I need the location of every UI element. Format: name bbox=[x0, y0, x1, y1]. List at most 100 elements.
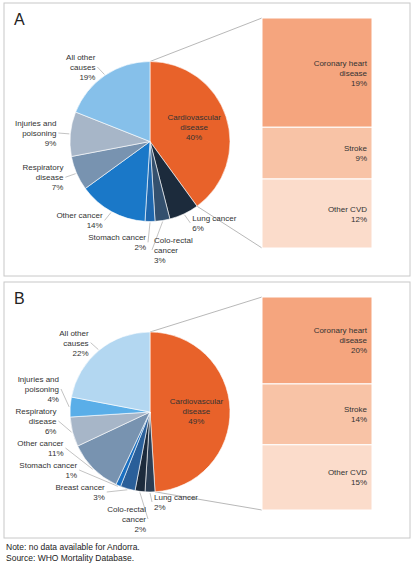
slice-label-name: Breast cancer bbox=[55, 483, 105, 492]
slice-label-name: cancer bbox=[154, 246, 178, 255]
breakdown-bar: Coronary heartdisease20% Stroke14% Other C… bbox=[262, 297, 372, 510]
slice-label-name: Injuries and bbox=[18, 375, 59, 384]
label-leader bbox=[61, 389, 69, 407]
label-leader bbox=[184, 215, 190, 223]
label-leader bbox=[91, 343, 99, 350]
breakdown-label: Other CVD15% bbox=[328, 468, 367, 487]
slice-label-value: 2% bbox=[154, 503, 166, 512]
slice-label: Respiratorydisease6% bbox=[16, 407, 57, 436]
pie-slice bbox=[70, 412, 150, 446]
slice-label: Lung cancer6% bbox=[192, 214, 236, 233]
breakdown-label-name: Coronary heart bbox=[314, 59, 368, 68]
slice-label-value: 40% bbox=[186, 133, 202, 142]
slice-label: All othercauses19% bbox=[66, 53, 96, 82]
slice-label-value: 4% bbox=[47, 395, 59, 404]
breakdown-segment bbox=[262, 18, 372, 127]
label-leader bbox=[65, 174, 75, 178]
breakdown-segment bbox=[262, 384, 372, 445]
slice-label-name: Injuries and bbox=[15, 119, 56, 128]
slice-label: Injuries andpoisoning4% bbox=[18, 375, 59, 404]
breakdown-label-name: disease bbox=[339, 69, 367, 78]
slice-label-value: 6% bbox=[45, 427, 57, 436]
panel: ACardiovasculardisease40%Lung cancer6%Co… bbox=[4, 3, 410, 276]
label-leader bbox=[97, 67, 104, 74]
slice-label-value: 2% bbox=[134, 525, 146, 534]
slice-label-name: Stomach cancer bbox=[19, 461, 77, 470]
labels: Cardiovasculardisease49%Lung cancer2%All… bbox=[16, 329, 224, 534]
slice-label-value: 11% bbox=[48, 449, 63, 458]
label-leader bbox=[148, 223, 150, 243]
slice-label-name: poisoning bbox=[22, 129, 56, 138]
slice-label-value: 9% bbox=[45, 139, 57, 148]
labels: Cardiovasculardisease40%Lung cancer6%Col… bbox=[15, 53, 237, 265]
breakdown-label: Coronary heartdisease20% bbox=[314, 326, 368, 355]
label-leader bbox=[150, 493, 152, 502]
slice-label-name: Other cancer bbox=[17, 439, 64, 448]
slice-label-value: 2% bbox=[134, 243, 146, 252]
slice-label-value: 7% bbox=[52, 183, 64, 192]
pie-slice bbox=[150, 332, 230, 492]
breakdown-label: Stroke9% bbox=[344, 144, 368, 163]
slice-label-name: Respiratory bbox=[22, 163, 63, 172]
slice-label-value: 49% bbox=[188, 417, 204, 426]
slice-label-name: All other bbox=[59, 329, 89, 338]
panel-frame bbox=[4, 3, 410, 276]
slice-label: Stomach cancer1% bbox=[19, 461, 77, 480]
slice-label: Colo-rectalcancer2% bbox=[107, 505, 146, 534]
slice-label-name: Respiratory bbox=[16, 407, 57, 416]
note: Note: no data available for Andorra. bbox=[6, 542, 140, 552]
slice-label-name: disease bbox=[36, 173, 64, 182]
label-leader bbox=[58, 133, 69, 135]
slice-label-name: poisoning bbox=[25, 385, 59, 394]
breakdown-segment bbox=[262, 297, 372, 384]
slice-label: Breast cancer3% bbox=[55, 483, 105, 502]
breakdown-label-name: Stroke bbox=[344, 144, 368, 153]
breakdown-label-value: 19% bbox=[351, 79, 367, 88]
slice-label-name: causes bbox=[63, 339, 88, 348]
breakdown-connector bbox=[197, 206, 262, 248]
panel-frame bbox=[4, 282, 410, 538]
slice-label-name: disease bbox=[183, 407, 211, 416]
slice-label-name: Cardiovascular bbox=[170, 397, 224, 406]
slice-label: Cardiovasculardisease49% bbox=[170, 397, 224, 426]
breakdown-segment bbox=[262, 179, 372, 248]
label-leader bbox=[107, 490, 128, 492]
slice-label-name: causes bbox=[70, 63, 95, 72]
breakdown-label-value: 14% bbox=[351, 415, 367, 424]
slices bbox=[70, 62, 230, 222]
slice-label: Respiratorydisease7% bbox=[22, 163, 63, 192]
slice-label-name: Stomach cancer bbox=[88, 233, 146, 242]
breakdown-label: Coronary heartdisease19% bbox=[314, 59, 368, 88]
slice-label: Injuries andpoisoning9% bbox=[15, 119, 56, 148]
breakdown-label: Stroke14% bbox=[344, 405, 368, 424]
slice-label: Lung cancer2% bbox=[154, 493, 198, 512]
slice-label-value: 19% bbox=[79, 73, 95, 82]
slice-label-value: 22% bbox=[73, 349, 89, 358]
breakdown-connector bbox=[150, 18, 262, 62]
panel-title: B bbox=[14, 290, 25, 307]
chart-canvas: ACardiovasculardisease40%Lung cancer6%Co… bbox=[0, 0, 415, 567]
breakdown-bar: Coronary heartdisease19% Stroke9% Other CV… bbox=[262, 18, 372, 248]
label-leader bbox=[58, 421, 71, 432]
breakdown-label-value: 9% bbox=[355, 154, 367, 163]
slice-label-name: Colo-rectal bbox=[107, 505, 146, 514]
slice-label-name: disease bbox=[180, 123, 208, 132]
slice-label-name: Other cancer bbox=[56, 211, 103, 220]
slice-label-name: Colo-rectal bbox=[154, 236, 193, 245]
slices bbox=[70, 332, 230, 492]
breakdown-label-value: 20% bbox=[351, 346, 367, 355]
breakdown-label-name: Coronary heart bbox=[314, 326, 368, 335]
breakdown-connector bbox=[150, 297, 262, 332]
panel-title: A bbox=[14, 11, 25, 28]
breakdown-label-name: Stroke bbox=[344, 405, 368, 414]
slice-label-name: Lung cancer bbox=[154, 493, 198, 502]
slice-label: Colo-rectalcancer3% bbox=[154, 236, 193, 265]
breakdown-label: Other CVD12% bbox=[328, 205, 367, 224]
slice-label: Cardiovasculardisease40% bbox=[167, 113, 221, 142]
slice-label-name: Cardiovascular bbox=[167, 113, 221, 122]
breakdown-label-name: Other CVD bbox=[328, 205, 367, 214]
breakdown-segment bbox=[262, 127, 372, 179]
breakdown-label-value: 12% bbox=[351, 215, 367, 224]
slice-label-value: 1% bbox=[66, 471, 78, 480]
breakdown-label-name: Other CVD bbox=[328, 468, 367, 477]
